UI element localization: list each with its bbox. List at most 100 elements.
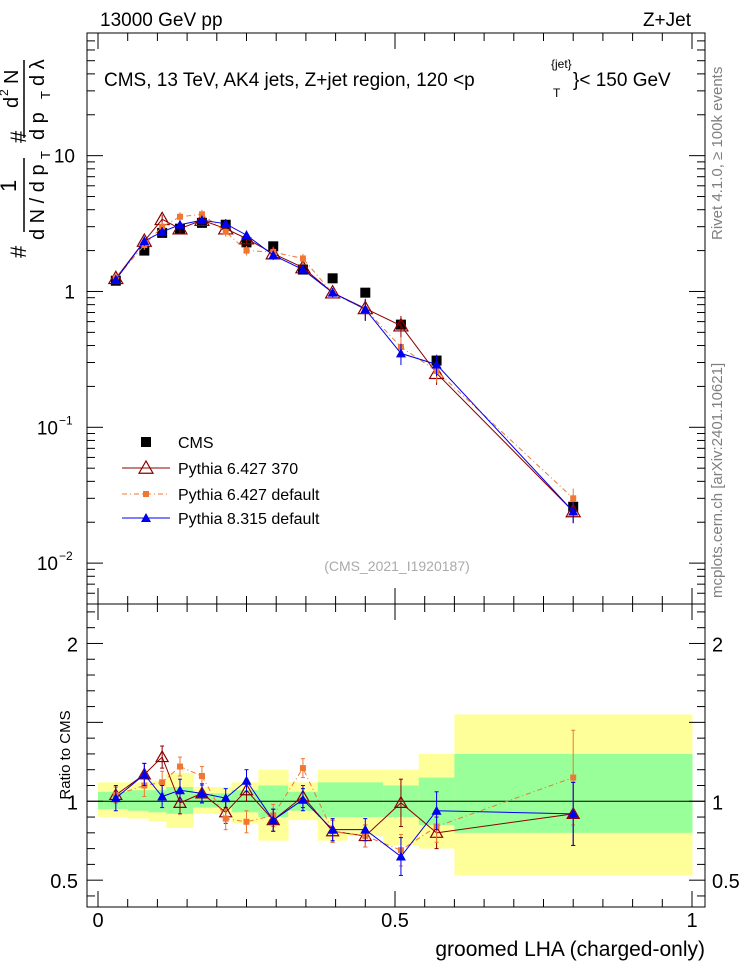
marker-open-triangle [155, 749, 170, 763]
uncertainty-band-inner [347, 782, 384, 818]
ylabel-t-sub2: T [38, 91, 53, 99]
marker-square-orange [222, 228, 229, 235]
legend-label: Pythia 6.427 370 [178, 461, 298, 478]
marker-triangle-blue [174, 785, 185, 795]
ratio-y-tick-label-right: 1 [712, 792, 723, 814]
marker-triangle-blue [110, 793, 121, 803]
marker-open-triangle [239, 783, 254, 796]
ratio-y-tick-label: 1 [67, 792, 78, 814]
ylabel-hash1: # [6, 245, 31, 258]
main-title-subscript: T [553, 86, 561, 100]
ratio-line [115, 773, 574, 858]
main-title-superscript: {jet} [551, 57, 572, 71]
marker-square-orange [222, 815, 229, 822]
legend-label: CMS [178, 435, 214, 452]
marker-triangle-blue [568, 808, 579, 818]
x-axis: 0 0.5 1 [92, 33, 698, 932]
uncertainty-band-inner [317, 782, 348, 818]
marker-triangle-blue [297, 264, 308, 274]
cms-data-point [327, 273, 338, 284]
marker-triangle-blue [395, 851, 406, 861]
legend-item: Pythia 6.427 default [122, 487, 320, 504]
ratio-series-pythia-8-315-default [110, 762, 579, 876]
marker-triangle-blue [268, 250, 279, 260]
marker-square-orange [198, 773, 205, 780]
marker-square-orange [570, 774, 577, 781]
marker-triangle-blue [139, 769, 150, 779]
x-axis-label: groomed LHA (charged-only) [435, 938, 705, 961]
cms-data-point [139, 245, 150, 256]
marker-square-orange [159, 779, 166, 786]
marker-square-orange [243, 247, 250, 254]
marker-square-orange [143, 491, 149, 497]
marker-square-orange [299, 765, 306, 772]
header-right: Z+Jet [643, 10, 692, 31]
ylabel-sup2: 2 [0, 89, 11, 96]
marker-square-orange [570, 495, 577, 502]
series-line [115, 218, 574, 512]
marker-open-triangle [137, 459, 155, 474]
ylabel-d: d [1, 97, 23, 108]
legend: CMS Pythia 6.427 370 Pythia 6.427 default P… [122, 435, 320, 528]
main-title: CMS, 13 TeV, AK4 jets, Z+jet region, 120… [104, 57, 671, 100]
marker-triangle-blue [220, 793, 231, 803]
x-tick-label: 0.5 [381, 910, 409, 932]
marker-triangle-blue [174, 219, 185, 229]
marker-triangle-blue [241, 775, 252, 785]
marker-triangle-blue [327, 824, 338, 834]
ratio-ylabel: Ratio to CMS [57, 710, 74, 799]
marker-triangle-blue [327, 287, 338, 297]
marker-square-orange [176, 213, 183, 220]
series-line [115, 219, 574, 512]
main-title-tail: }< 150 GeV [573, 70, 671, 91]
marker-triangle-blue [157, 791, 168, 801]
marker-open-triangle [193, 211, 210, 227]
series-line [115, 213, 574, 499]
y-tick-exponent: −1 [59, 413, 73, 427]
marker-triangle-blue [110, 274, 121, 284]
series-pythia-8-315-default [110, 215, 579, 524]
header-left: 13000 GeV pp [100, 10, 223, 31]
ylabel-dp: d p [27, 112, 49, 140]
ylabel-dlambda: d λ [27, 59, 49, 86]
ylabel-N: N [1, 70, 23, 84]
ratio-line [115, 756, 574, 837]
x-tick-label: 0 [92, 910, 103, 932]
y-tick-exponent: −2 [59, 549, 73, 563]
watermark-analysis-id: (CMS_2021_I1920187) [324, 558, 470, 574]
marker-triangle-blue [141, 513, 151, 522]
marker-triangle-blue [268, 815, 279, 825]
marker-triangle-blue [395, 348, 406, 358]
ylabel-t-sub1: T [38, 151, 53, 159]
marker-triangle-blue [297, 794, 308, 804]
y-tick-label: 10 [54, 147, 75, 168]
ylabel-one: 1 [0, 180, 21, 192]
x-tick-label: 1 [686, 910, 697, 932]
marker-triangle-blue [568, 506, 579, 516]
legend-item: CMS [141, 435, 214, 452]
marker-open-triangle [392, 317, 409, 332]
legend-item: Pythia 6.427 370 [122, 459, 298, 478]
marker-square-orange [176, 763, 183, 770]
marker-triangle-blue [360, 304, 371, 314]
uncertainty-band-inner [127, 790, 149, 811]
main-title-text: CMS, 13 TeV, AK4 jets, Z+jet region, 120… [104, 70, 475, 91]
ratio-y-tick-label: 2 [67, 634, 78, 656]
legend-item: Pythia 8.315 default [122, 511, 320, 528]
ratio-y-axis: 0.5 0.5 1 1 2 2 [50, 611, 740, 897]
ratio-y-tick-label-right: 2 [712, 634, 723, 656]
ratio-frame [86, 603, 706, 908]
main-ylabel: # 1 d N / d p T # d 2 N d p T d λ [0, 59, 53, 258]
marker-triangle-blue [360, 824, 371, 834]
marker-open-triangle [393, 795, 408, 808]
ratio-y-tick-label: 0.5 [50, 871, 78, 893]
ratio-y-tick-label-right: 0.5 [712, 871, 740, 893]
main-panel: 10 −210 −1110(CMS_2021_I1920187)CMSPythia … [37, 32, 706, 605]
marker-open-triangle [172, 795, 188, 808]
marker-square-orange [243, 818, 250, 825]
y-tick-label: 10 [37, 418, 58, 439]
cms-data-point [141, 437, 151, 447]
marker-square-orange [299, 255, 306, 262]
marker-triangle-blue [157, 226, 168, 236]
y-tick-label: 1 [64, 282, 75, 303]
